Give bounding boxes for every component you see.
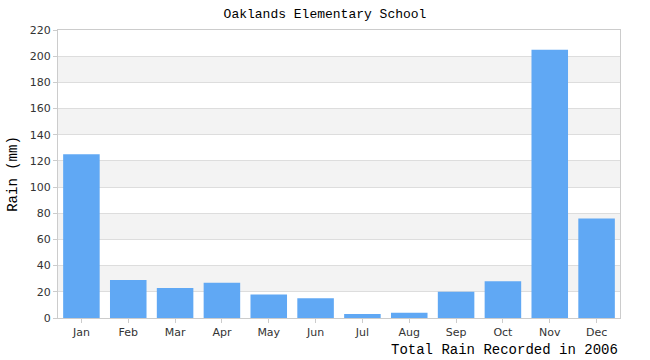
svg-text:May: May (257, 326, 280, 339)
svg-text:Feb: Feb (119, 326, 138, 339)
svg-text:Jun: Jun (306, 326, 324, 339)
svg-text:Total Rain Recorded in 2006: Total Rain Recorded in 2006 (391, 342, 618, 358)
svg-text:Sep: Sep (446, 326, 467, 339)
svg-text:Apr: Apr (212, 326, 232, 339)
svg-text:180: 180 (30, 76, 51, 89)
svg-text:220: 220 (30, 24, 51, 37)
svg-text:0: 0 (44, 312, 51, 325)
svg-text:200: 200 (30, 50, 51, 63)
svg-text:Oct: Oct (493, 326, 513, 339)
svg-text:Mar: Mar (165, 326, 186, 339)
svg-text:20: 20 (37, 286, 51, 299)
svg-text:160: 160 (30, 102, 51, 115)
svg-text:Aug: Aug (399, 326, 420, 339)
svg-text:Jul: Jul (355, 326, 369, 339)
svg-text:140: 140 (30, 129, 51, 142)
svg-text:Oaklands Elementary School: Oaklands Elementary School (224, 7, 427, 22)
svg-text:Jan: Jan (72, 326, 90, 339)
svg-text:Nov: Nov (539, 326, 561, 339)
svg-text:60: 60 (37, 233, 51, 246)
svg-text:Dec: Dec (586, 326, 607, 339)
svg-text:40: 40 (37, 259, 51, 272)
svg-text:Rain (mm): Rain (mm) (5, 136, 21, 212)
svg-text:120: 120 (30, 155, 51, 168)
svg-text:80: 80 (37, 207, 51, 220)
svg-text:100: 100 (30, 181, 51, 194)
